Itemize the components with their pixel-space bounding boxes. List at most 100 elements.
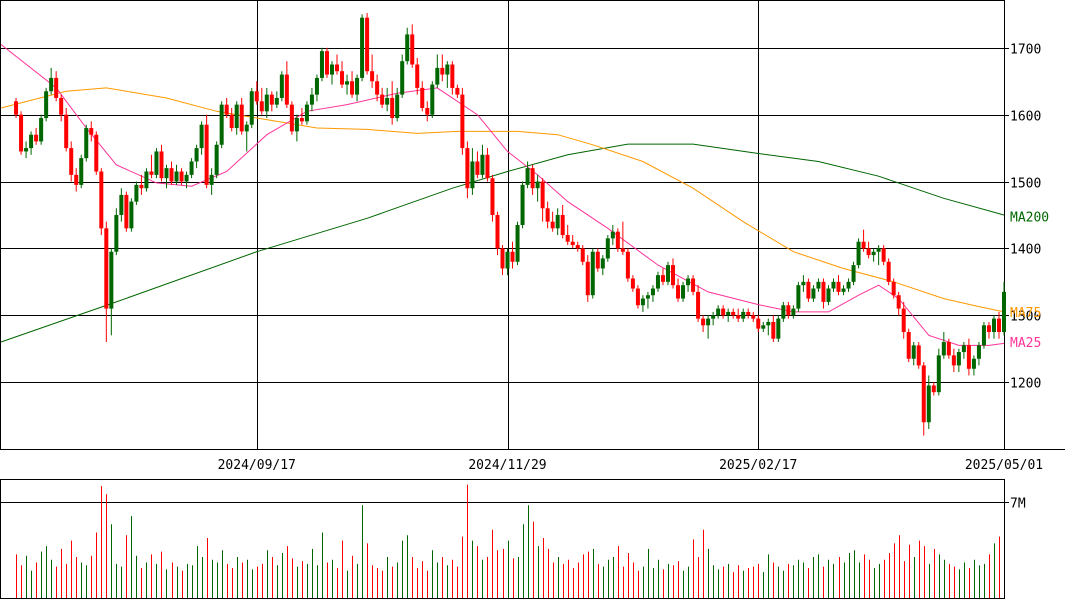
candle-body [671, 265, 676, 286]
candle-body [655, 275, 660, 289]
candle-body [329, 64, 334, 75]
candle-body [615, 231, 620, 249]
candle-body [600, 258, 605, 269]
candle-body [189, 161, 194, 175]
candle-body [204, 124, 209, 185]
candle-body [44, 91, 49, 119]
candle-body [370, 71, 375, 82]
candle-body [244, 124, 249, 132]
candle-body [324, 51, 329, 75]
candle-body [696, 291, 701, 319]
candle-body [304, 104, 309, 122]
candle-body [29, 134, 34, 149]
candle-body [174, 171, 179, 182]
candle-body [485, 154, 490, 179]
candle-body [686, 278, 691, 286]
candle-body [786, 305, 791, 316]
candle-body [229, 114, 234, 129]
candle-body [340, 71, 345, 85]
candle-body [746, 311, 751, 316]
candle-body [731, 311, 736, 316]
ma-label-ma75: MA75 [1010, 306, 1041, 321]
candle-body [630, 278, 635, 289]
candle-body [14, 101, 19, 115]
candle-body [726, 311, 731, 316]
candle-body [385, 97, 390, 105]
candle-body [159, 151, 164, 179]
candle-body [886, 261, 891, 282]
candle-body [941, 342, 946, 356]
volume-tick-label: 7M [1010, 497, 1026, 512]
candle-body [284, 74, 289, 105]
candle-body [39, 118, 44, 142]
candle-body [345, 81, 350, 85]
candle-body [896, 295, 901, 309]
candle-body [921, 365, 926, 423]
candle-body [289, 104, 294, 132]
candle-body [139, 184, 144, 189]
candle-body [24, 148, 29, 152]
candle-body [565, 235, 570, 242]
candle-body [791, 308, 796, 316]
candle-body [966, 345, 971, 369]
candle-body [214, 144, 219, 175]
candle-body [164, 168, 169, 179]
price-tick-label: 1400 [1010, 243, 1041, 258]
candle-body [776, 318, 781, 339]
candle-body [936, 355, 941, 393]
candle-body [871, 251, 876, 256]
candle-body [425, 107, 430, 115]
candle-body [660, 275, 665, 282]
ma-line-ma200 [0, 143, 1005, 343]
candle-body [876, 248, 881, 252]
candle-body [360, 17, 365, 78]
candle-body [530, 168, 535, 189]
candle-body [866, 248, 871, 256]
candle-body [706, 318, 711, 326]
candle-body [184, 174, 189, 182]
candle-body [114, 214, 119, 252]
candle-body [209, 174, 214, 185]
candle-body [996, 318, 1001, 332]
candle-body [134, 184, 139, 202]
candle-body [515, 225, 520, 262]
candle-body [766, 321, 771, 326]
candle-body [350, 81, 355, 95]
candle-body [445, 64, 450, 75]
candle-body [84, 128, 89, 159]
candle-body [986, 325, 991, 332]
candle-body [490, 178, 495, 215]
candle-body [961, 345, 966, 353]
candle-body [851, 265, 856, 282]
date-tick-label: 2024/09/17 [218, 458, 296, 473]
candle-body [771, 321, 776, 339]
candle-body [841, 288, 846, 292]
volume-plot-frame [0, 479, 1005, 599]
candle-body [129, 201, 134, 229]
candle-body [314, 77, 319, 95]
candle-body [826, 288, 831, 302]
candle-body [299, 118, 304, 122]
candle-body [520, 184, 525, 225]
candle-body [420, 87, 425, 108]
candle-body [926, 385, 931, 423]
candle-body [711, 315, 716, 319]
candle-body [590, 251, 595, 296]
candle-body [620, 248, 625, 252]
candle-body [450, 64, 455, 88]
candle-body [480, 154, 485, 175]
candle-body [625, 251, 630, 279]
candle-body [816, 281, 821, 289]
candle-body [224, 104, 229, 115]
price-tick-label: 1500 [1010, 177, 1041, 192]
candle-body [640, 298, 645, 306]
candle-body [119, 194, 124, 215]
candle-body [891, 281, 896, 296]
candle-body [124, 194, 129, 229]
candle-body [199, 124, 204, 149]
candle-body [440, 67, 445, 75]
candle-body [976, 345, 981, 359]
candle-body [991, 318, 996, 332]
